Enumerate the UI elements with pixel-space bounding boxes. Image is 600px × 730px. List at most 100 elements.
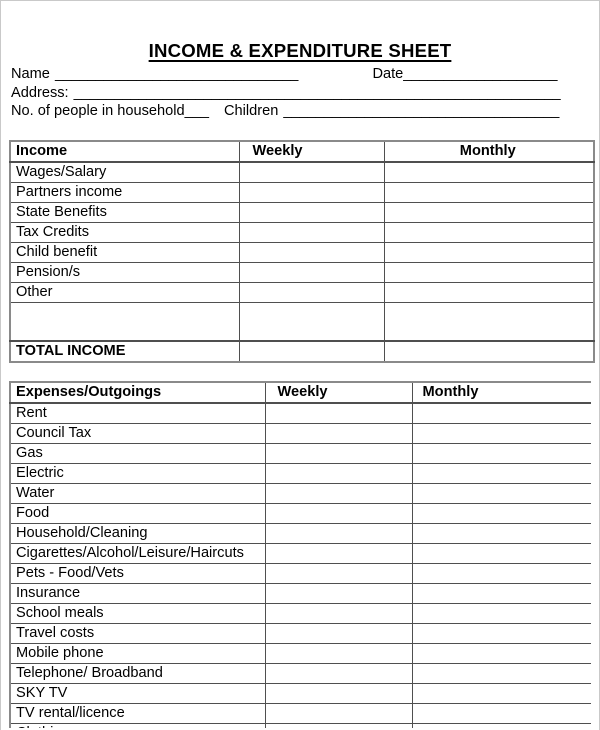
table-row: Household/Cleaning	[9, 522, 591, 544]
table-row: Gas	[9, 442, 591, 464]
row-label: Household/Cleaning	[9, 522, 266, 544]
income-column-header: Income	[9, 140, 240, 163]
row-label: Gas	[9, 442, 266, 464]
row-label: Clothing	[9, 722, 266, 728]
weekly-value-cell	[264, 622, 413, 644]
monthly-value-cell	[383, 221, 595, 243]
monthly-value-cell	[411, 662, 591, 684]
total-income-row: TOTAL INCOME	[9, 339, 595, 363]
monthly-value-cell	[411, 582, 591, 604]
monthly-value-cell	[411, 722, 591, 728]
weekly-value-cell	[238, 181, 385, 203]
address-line: Address: ________________________________…	[11, 84, 591, 103]
weekly-value-cell	[238, 201, 385, 223]
monthly-value-cell	[411, 542, 591, 564]
monthly-value-cell	[383, 281, 595, 303]
name-date-line: Name ______________________________ Date__…	[11, 65, 591, 84]
monthly-value-cell	[411, 522, 591, 544]
row-label: Council Tax	[9, 422, 266, 444]
table-row: State Benefits	[9, 201, 595, 223]
monthly-value-cell	[411, 702, 591, 724]
row-label: Water	[9, 482, 266, 504]
weekly-value-cell	[238, 221, 385, 243]
row-label: Cigarettes/Alcohol/Leisure/Haircuts	[9, 542, 266, 564]
table-row: Wages/Salary	[9, 161, 595, 183]
table-row: Pension/s	[9, 261, 595, 283]
table-row: Child benefit	[9, 241, 595, 263]
monthly-value-cell	[383, 261, 595, 283]
row-label: SKY TV	[9, 682, 266, 704]
weekly-total-cell	[238, 339, 385, 363]
date-label: Date	[372, 66, 404, 82]
row-label: Food	[9, 502, 266, 524]
form-header-block: Name ______________________________ Date__…	[9, 65, 591, 121]
table-row: Partners income	[9, 181, 595, 203]
monthly-value-cell	[383, 241, 595, 263]
table-row: School meals	[9, 602, 591, 624]
expenses-column-header: Expenses/Outgoings	[9, 381, 266, 404]
weekly-column-header: Weekly	[238, 140, 385, 163]
row-label: Rent	[9, 402, 266, 424]
weekly-value-cell	[264, 502, 413, 524]
monthly-value-cell	[383, 161, 595, 183]
weekly-value-cell	[264, 522, 413, 544]
row-label: Tax Credits	[9, 221, 240, 243]
weekly-value-cell	[264, 422, 413, 444]
weekly-value-cell	[238, 261, 385, 283]
weekly-value-cell	[238, 161, 385, 183]
monthly-total-cell	[383, 339, 595, 363]
expenses-table: Expenses/Outgoings Weekly Monthly Rent C…	[9, 380, 591, 728]
monthly-value-cell	[411, 402, 591, 424]
table-row: Water	[9, 482, 591, 504]
monthly-column-header: Monthly	[411, 381, 591, 404]
weekly-value-cell	[264, 542, 413, 564]
row-label: Child benefit	[9, 241, 240, 263]
household-children-line: No. of people in household___ Children ___…	[11, 102, 591, 121]
row-label: TV rental/licence	[9, 702, 266, 724]
monthly-value-cell	[383, 181, 595, 203]
weekly-value-cell	[264, 682, 413, 704]
weekly-value-cell	[264, 702, 413, 724]
monthly-value-cell	[411, 442, 591, 464]
page-title: INCOME & EXPENDITURE SHEET	[148, 40, 452, 61]
row-label: Wages/Salary	[9, 161, 240, 183]
monthly-value-cell	[411, 622, 591, 644]
table-row: Clothing	[9, 722, 591, 728]
children-label: Children	[224, 103, 279, 120]
table-row: Other	[9, 281, 595, 303]
income-table: Income Weekly Monthly Wages/Salary Partn…	[9, 139, 595, 363]
table-row: Cigarettes/Alcohol/Leisure/Haircuts	[9, 542, 591, 564]
total-income-label: TOTAL INCOME	[9, 339, 240, 363]
weekly-value-cell	[264, 662, 413, 684]
row-label: Telephone/ Broadband	[9, 662, 266, 684]
table-row: Pets - Food/Vets	[9, 562, 591, 584]
weekly-value-cell	[264, 582, 413, 604]
children-fill-line: __________________________________	[283, 103, 560, 120]
row-label: State Benefits	[9, 201, 240, 223]
date-fill-line: ___________________	[403, 66, 558, 82]
weekly-value-cell	[264, 482, 413, 504]
monthly-value-cell	[383, 301, 595, 342]
table-row: SKY TV	[9, 682, 591, 704]
row-label: Travel costs	[9, 622, 266, 644]
weekly-value-cell	[238, 281, 385, 303]
weekly-value-cell	[238, 241, 385, 263]
table-row: Electric	[9, 462, 591, 484]
monthly-value-cell	[411, 422, 591, 444]
monthly-column-header: Monthly	[383, 140, 595, 163]
table-row: Rent	[9, 402, 591, 424]
row-label: Partners income	[9, 181, 240, 203]
table-row: Tax Credits	[9, 221, 595, 243]
table-row: TV rental/licence	[9, 702, 591, 724]
name-label: Name	[11, 66, 50, 82]
row-label: Pets - Food/Vets	[9, 562, 266, 584]
address-fill-line: ________________________________________…	[73, 84, 561, 101]
weekly-value-cell	[264, 462, 413, 484]
monthly-value-cell	[411, 502, 591, 524]
weekly-column-header: Weekly	[264, 381, 413, 404]
monthly-value-cell	[411, 682, 591, 704]
row-label: Electric	[9, 462, 266, 484]
monthly-value-cell	[411, 562, 591, 584]
expenses-table-region: Expenses/Outgoings Weekly Monthly Rent C…	[9, 380, 591, 728]
